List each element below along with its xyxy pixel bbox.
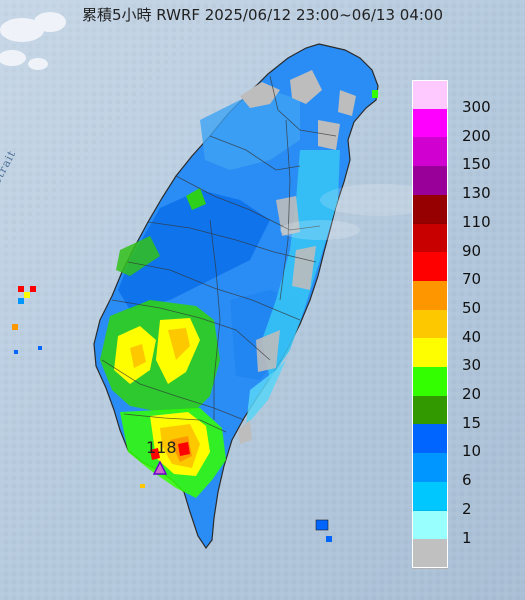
legend-frame <box>412 80 448 568</box>
legend-label: 2 <box>462 499 472 518</box>
legend-label: 40 <box>462 327 482 346</box>
legend-swatch <box>412 252 448 282</box>
legend-label: 300 <box>462 98 491 116</box>
legend-label: 20 <box>462 385 482 403</box>
legend-label: 90 <box>462 241 482 260</box>
legend-label: 6 <box>462 471 472 490</box>
map-title: 累積5小時 RWRF 2025/06/12 23:00~06/13 04:00 <box>81 6 444 24</box>
legend-label: 50 <box>462 298 482 317</box>
max-value-label: 118 <box>146 438 177 457</box>
legend-swatch <box>412 367 448 397</box>
legend-label: 70 <box>462 270 482 289</box>
rainfall-legend: 300 200 150 130 110 90 70 50 40 30 20 15 10 6 2 1 <box>412 80 524 569</box>
legend-swatch <box>412 424 448 455</box>
legend-label: 15 <box>462 413 482 432</box>
legend-swatch <box>412 108 448 139</box>
legend-swatch <box>412 539 448 569</box>
legend-label: 1 <box>462 528 472 547</box>
max-rainfall-marker <box>152 460 168 475</box>
legend-label: 10 <box>462 442 482 461</box>
legend-label: 30 <box>462 356 482 375</box>
offshore-islands <box>12 90 378 542</box>
legend-label: 130 <box>462 184 491 203</box>
legend-swatch <box>412 280 448 311</box>
legend-label: 200 <box>462 126 491 145</box>
legend-label: 110 <box>462 212 491 231</box>
legend-swatch <box>412 80 448 110</box>
legend-label: 150 <box>462 155 491 174</box>
